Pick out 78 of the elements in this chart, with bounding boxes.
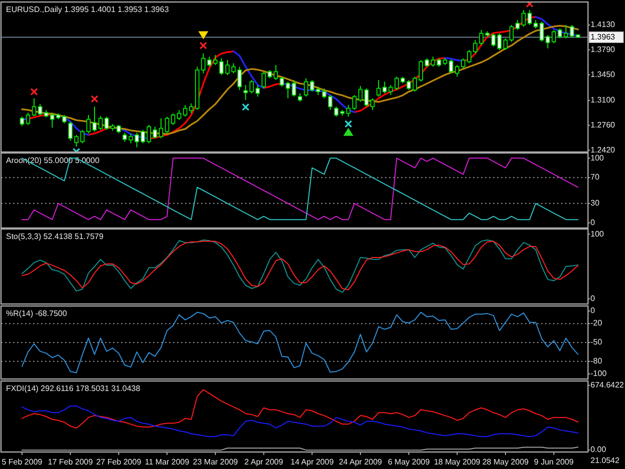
- candlestick: [20, 116, 24, 126]
- y-tick-label: -20: [590, 318, 603, 328]
- y-tick-label: 1.3790: [590, 45, 616, 54]
- candlestick: [237, 66, 242, 90]
- candlestick: [564, 24, 568, 39]
- candlestick: [358, 86, 363, 102]
- x-tick-label: 5 Feb 2009: [2, 458, 43, 467]
- x-tick-label: 18 May 2009: [434, 458, 481, 467]
- candlestick: [503, 38, 508, 50]
- text: 21.0542: [590, 456, 620, 466]
- chart-title: %R(14) -68.7500: [6, 309, 68, 318]
- y-tick-label: 0: [590, 306, 596, 316]
- point: [344, 120, 352, 128]
- candlestick: [86, 114, 91, 134]
- x-tick-label: 2 Apr 2009: [244, 458, 284, 467]
- candlestick: [152, 126, 158, 139]
- point: [242, 103, 250, 111]
- point: [343, 128, 354, 136]
- candlestick: [98, 116, 103, 130]
- x-tick-label: 14 Apr 2009: [290, 458, 334, 467]
- x-tick-label: 9 Jun 2009: [534, 458, 574, 467]
- y-tick-label: 0.00: [590, 445, 607, 454]
- point: [198, 31, 208, 40]
- y-tick-label: 30: [590, 198, 600, 208]
- candlestick: [304, 78, 308, 98]
- x-tick-label: 23 Mar 2009: [192, 458, 238, 467]
- candlestick: [310, 80, 314, 92]
- candlestick: [515, 20, 520, 30]
- y-tick-label: 0: [590, 294, 596, 303]
- chart-title: Sto(5,3,3) 52.4138 51.7579: [6, 232, 104, 242]
- candlestick: [364, 88, 369, 108]
- y-tick-label: 70: [590, 172, 600, 182]
- candlestick: [164, 116, 170, 134]
- candlestick: [170, 112, 176, 126]
- ref-line-label: 1.3963: [590, 32, 616, 42]
- y-tick-label: 1.4130: [590, 20, 616, 30]
- candlestick: [286, 81, 290, 99]
- y-tick-label: 1.3450: [590, 70, 616, 79]
- candlestick: [231, 62, 236, 74]
- y-tick-label: -100: [590, 369, 608, 378]
- y-tick-label: 674.6422: [590, 380, 624, 390]
- candlestick: [370, 98, 375, 110]
- candlestick: [570, 24, 574, 38]
- x-tick-label: 6 May 2009: [388, 458, 430, 467]
- candlestick: [376, 80, 381, 98]
- candlestick: [219, 58, 224, 76]
- candlestick: [146, 124, 152, 144]
- point: [30, 88, 38, 96]
- point: [200, 42, 208, 50]
- x-tick-label: 24 Apr 2009: [338, 458, 383, 467]
- candlestick: [430, 56, 436, 68]
- chart-title: FXDI(14) 292.6116 178.5031 31.0438: [6, 384, 141, 394]
- candlestick: [32, 98, 36, 117]
- candlestick: [497, 32, 502, 50]
- point: [526, 2, 534, 8]
- candlestick: [92, 106, 97, 132]
- y-tick-label: 100: [590, 229, 604, 238]
- candlestick: [225, 60, 230, 76]
- candlestick: [80, 129, 85, 144]
- point: [90, 95, 98, 103]
- y-tick-label: 1.2760: [590, 120, 616, 130]
- candlestick: [292, 80, 296, 98]
- line-series: [22, 405, 578, 438]
- candlestick: [26, 112, 30, 126]
- y-tick-label: 100: [590, 153, 604, 162]
- y-tick-label: -50: [590, 338, 603, 347]
- y-tick-label: 0: [590, 218, 596, 227]
- y-tick-label: 1.2420: [590, 145, 616, 154]
- candlestick: [509, 24, 514, 42]
- y-tick-label: -80: [590, 356, 603, 366]
- x-tick-label: 17 Feb 2009: [48, 458, 94, 467]
- chart-title: EURUSD.,Daily 1.3995 1.4001 1.3953 1.3963: [6, 5, 170, 14]
- candlestick: [158, 118, 164, 139]
- x-tick-label: 28 May 2009: [482, 458, 530, 467]
- x-tick-label: 11 Mar 2009: [144, 458, 190, 467]
- y-tick-label: 1.3100: [590, 96, 616, 105]
- x-tick-label: 27 Feb 2009: [96, 458, 142, 467]
- candlestick: [448, 58, 454, 74]
